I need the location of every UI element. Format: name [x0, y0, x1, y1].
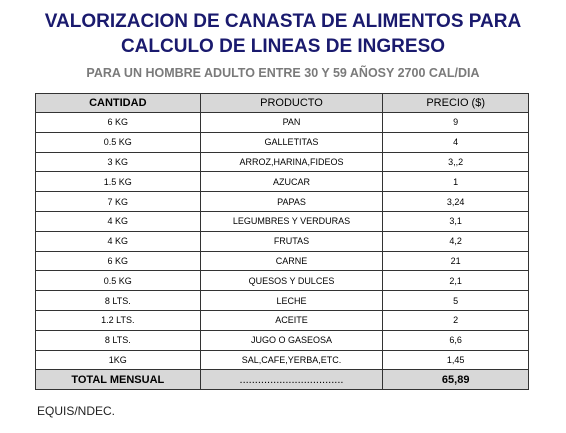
- table-cell: 21: [382, 250, 529, 272]
- table-cell: AZUCAR: [199, 171, 384, 193]
- table-cell: 4,2: [382, 230, 529, 252]
- table-cell: ACEITE: [199, 309, 384, 331]
- table-cell: 3 KG: [35, 151, 201, 173]
- table-row: 6 KG CARNE 21: [35, 250, 529, 272]
- table-row: 0.5 KG QUESOS Y DULCES 2,1: [35, 270, 529, 292]
- table-cell: GALLETITAS: [199, 131, 384, 153]
- table-cell: SAL,CAFE,YERBA,ETC.: [199, 349, 384, 371]
- column-header: CANTIDAD: [35, 93, 201, 113]
- table-cell: 4 KG: [35, 210, 201, 232]
- total-cell: 65,89: [382, 369, 529, 391]
- table-cell: LECHE: [199, 290, 384, 311]
- table-cell: 0.5 KG: [35, 131, 201, 153]
- table-cell: 4 KG: [35, 230, 201, 252]
- table-row: 1.5 KG AZUCAR 1: [35, 171, 529, 193]
- table-cell: PAN: [199, 112, 384, 133]
- table-row: 8 LTS. JUGO O GASEOSA 6,6: [35, 329, 529, 351]
- table-cell: LEGUMBRES Y VERDURAS: [199, 210, 384, 232]
- column-header: PRODUCTO: [199, 93, 384, 113]
- table-cell: 2: [382, 309, 529, 331]
- table-cell: PAPAS: [199, 191, 384, 212]
- table-row: 4 KG LEGUMBRES Y VERDURAS 3,1: [35, 210, 529, 232]
- table-cell: QUESOS Y DULCES: [199, 270, 384, 292]
- table-cell: 7 KG: [35, 191, 201, 212]
- table-row: 4 KG FRUTAS 4,2: [35, 230, 529, 252]
- table-cell: FRUTAS: [199, 230, 384, 252]
- table-row: 0.5 KG GALLETITAS 4: [35, 131, 529, 153]
- total-cell: ..................................: [199, 369, 384, 391]
- table-row: 3 KG ARROZ,HARINA,FIDEOS 3,,2: [35, 151, 529, 173]
- title-line: CALCULO DE LINEAS DE INGRESO: [120, 36, 446, 57]
- table-row: 6 KG PAN 9: [35, 112, 529, 133]
- table-cell: 2,1: [382, 270, 529, 292]
- table: CANTIDAD PRODUCTO PRECIO ($) 6 KG PAN 9 0.5…: [35, 93, 529, 391]
- table-cell: 8 LTS.: [35, 290, 201, 311]
- table-cell: 6,6: [382, 329, 529, 351]
- table-cell: 1: [382, 171, 529, 193]
- table-cell: 3,,2: [382, 151, 529, 173]
- table-cell: 4: [382, 131, 529, 153]
- table-body: 6 KG PAN 9 0.5 KG GALLETITAS 4 3 KG ARROZ,HARIN…: [35, 112, 529, 391]
- table-row: 1KG SAL,CAFE,YERBA,ETC. 1,45: [35, 349, 529, 371]
- table-cell: 6 KG: [35, 250, 201, 272]
- table-cell: 9: [382, 112, 529, 133]
- table-cell: 3,1: [382, 210, 529, 232]
- table-cell: 1KG: [35, 349, 201, 371]
- table-cell: CARNE: [199, 250, 384, 272]
- title: VALORIZACION DE CANASTA DE ALIMENTOS PAR…: [0, 9, 566, 59]
- subtitle: PARA UN HOMBRE ADULTO ENTRE 30 Y 59 AÑOS…: [86, 66, 480, 80]
- table-cell: 0.5 KG: [35, 270, 201, 292]
- table-cell: 1.5 KG: [35, 171, 201, 193]
- total-row: TOTAL MENSUAL...........................…: [35, 369, 529, 391]
- table-row: 8 LTS. LECHE 5: [35, 290, 529, 311]
- table-cell: 6 KG: [35, 112, 201, 133]
- total-cell: TOTAL MENSUAL: [35, 369, 201, 391]
- header-row: CANTIDAD PRODUCTO PRECIO ($): [35, 93, 529, 113]
- footer: EQUIS/NDEC.: [37, 404, 116, 418]
- table-cell: JUGO O GASEOSA: [199, 329, 384, 351]
- title-line: VALORIZACION DE CANASTA DE ALIMENTOS PAR…: [44, 11, 522, 32]
- table-cell: 3,24: [382, 191, 529, 212]
- table-cell: 1,45: [382, 349, 529, 371]
- table-cell: 8 LTS.: [35, 329, 201, 351]
- table-row: 7 KG PAPAS 3,24: [35, 191, 529, 212]
- table-cell: 1.2 LTS.: [35, 309, 201, 331]
- table-cell: ARROZ,HARINA,FIDEOS: [199, 151, 384, 173]
- table-row: 1.2 LTS. ACEITE 2: [35, 309, 529, 331]
- column-header: PRECIO ($): [382, 93, 529, 113]
- table-cell: 5: [382, 290, 529, 311]
